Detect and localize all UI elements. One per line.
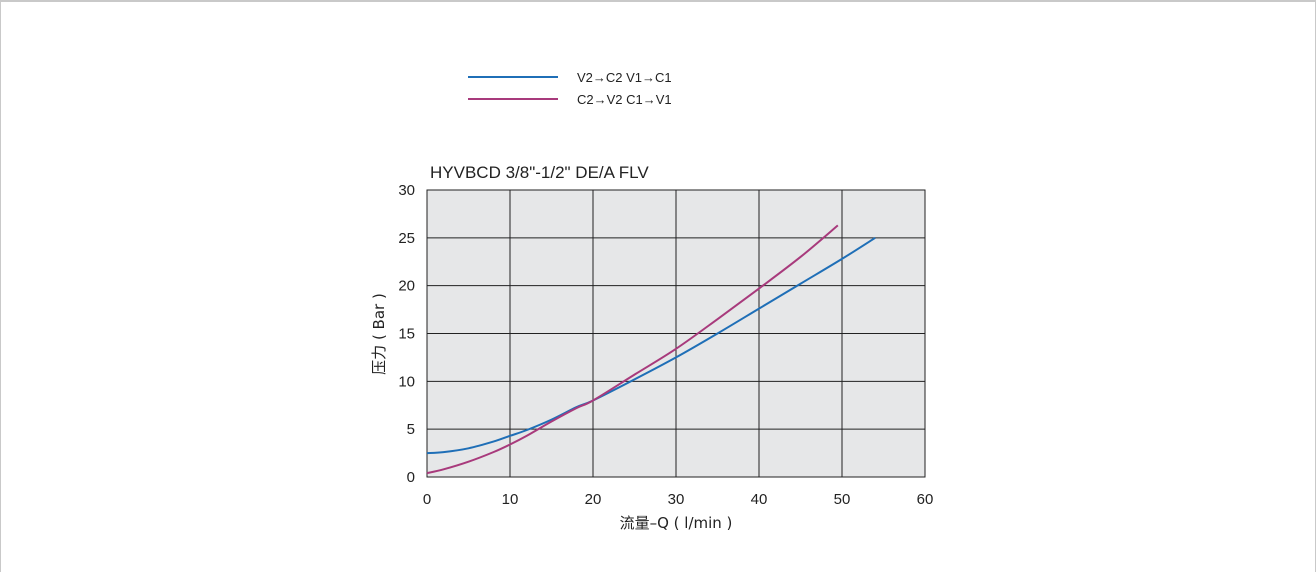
x-tick-label: 40 <box>751 491 768 508</box>
y-tick-label: 0 <box>407 469 415 486</box>
y-tick-label: 10 <box>398 373 415 390</box>
chart-title: HYVBCD 3/8"-1/2" DE/A FLV <box>430 163 649 182</box>
y-tick-label: 5 <box>407 421 415 438</box>
legend-label-1: V2→C2 V1→C1 <box>577 70 672 85</box>
x-tick-label: 0 <box>423 491 431 508</box>
x-tick-label: 50 <box>834 491 851 508</box>
y-tick-label: 20 <box>398 278 415 295</box>
x-tick-label: 10 <box>502 491 519 508</box>
x-tick-label: 30 <box>668 491 685 508</box>
y-tick-label: 15 <box>398 326 415 343</box>
legend: V2→C2 V1→C1 C2→V2 C1→V1 <box>468 70 672 107</box>
x-axis-label: 流量–Q ( l/min ) <box>620 514 733 532</box>
y-axis: 0 5 10 15 20 25 30 <box>398 182 415 486</box>
legend-label-2: C2→V2 C1→V1 <box>577 92 672 107</box>
x-axis: 0 10 20 30 40 50 60 <box>423 491 934 508</box>
y-tick-label: 30 <box>398 182 415 199</box>
y-axis-label: 压力 ( Bar ) <box>370 293 388 375</box>
series-group <box>426 224 876 475</box>
grid <box>427 190 925 477</box>
x-tick-label: 20 <box>585 491 602 508</box>
x-tick-label: 60 <box>917 491 934 508</box>
y-tick-label: 25 <box>398 230 415 247</box>
series-line-2 <box>426 224 839 475</box>
